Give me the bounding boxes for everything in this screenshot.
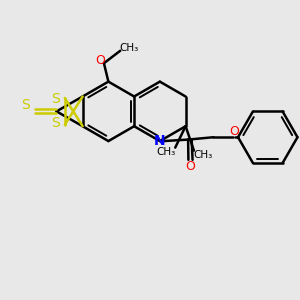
Text: CH₃: CH₃ — [119, 43, 138, 53]
Text: N: N — [154, 134, 166, 148]
Text: S: S — [51, 116, 60, 130]
Text: CH₃: CH₃ — [194, 150, 213, 160]
Text: O: O — [95, 54, 105, 67]
Text: O: O — [229, 125, 239, 138]
Text: O: O — [185, 160, 195, 173]
Text: S: S — [51, 92, 60, 106]
Text: S: S — [21, 98, 30, 112]
Text: CH₃: CH₃ — [156, 147, 175, 157]
